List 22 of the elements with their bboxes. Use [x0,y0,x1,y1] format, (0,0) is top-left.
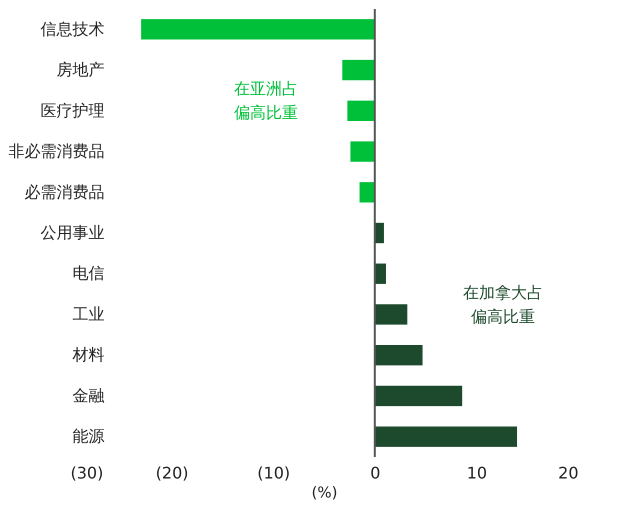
x-tick-label: (20) [156,464,189,482]
y-tick-label: 金融 [72,386,104,405]
annotation: 偏高比重 [471,307,535,326]
y-tick-label: 能源 [72,426,104,446]
y-tick-label: 房地产 [56,60,104,80]
y-tick-label: 工业 [72,304,104,324]
y-tick-label: 必需消费品 [24,182,104,202]
y-tick-label: 信息技术 [40,19,104,38]
x-axis-title: (%) [312,484,338,502]
y-tick-label: 非必需消费品 [8,142,104,161]
y-tick-label: 电信 [72,264,104,283]
annotation: 在亚洲占 [234,79,298,98]
x-tick-label: 10 [466,464,488,482]
x-tick-label: (30) [70,464,104,482]
y-tick-label: 公用事业 [40,223,104,242]
annotation: 偏高比重 [234,103,298,122]
x-tick-label: (10) [257,464,290,482]
x-tick-label: 20 [558,464,578,482]
x-tick-label: 0 [370,464,380,482]
y-tick-label: 材料 [72,345,104,364]
y-tick-label: 医疗护理 [40,100,104,120]
annotation: 在加拿大占 [463,283,543,302]
